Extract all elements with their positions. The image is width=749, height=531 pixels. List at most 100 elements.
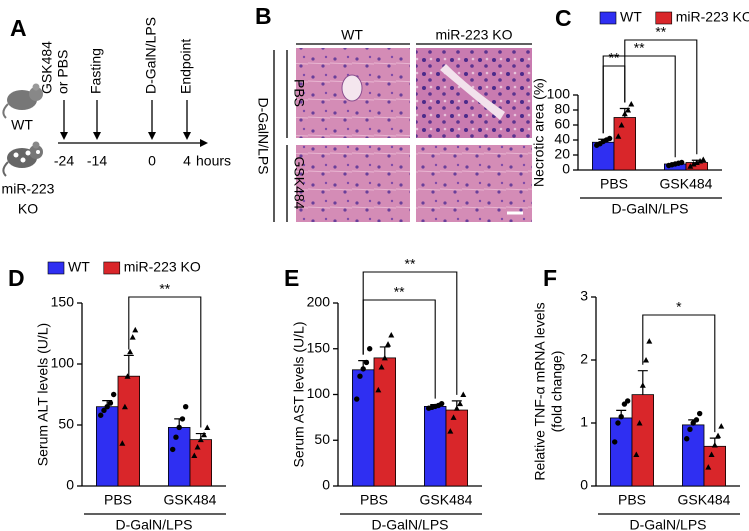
legend-swatch [655,11,673,25]
data-point [354,396,360,402]
bar [189,439,213,487]
arrow-head [183,132,191,140]
mouse-ko-icon [2,141,43,177]
data-point [693,417,700,423]
y-tick-label: 200 [307,294,331,310]
legend-swatch [47,261,65,275]
significance-bracket [128,296,202,428]
panel-letter: A [10,15,27,41]
arrow-head [93,132,101,140]
data-point [121,403,128,410]
group-label: D-GalN/LPS [255,97,271,174]
data-point [176,424,182,431]
legend-label: miR-223 KO [124,259,201,275]
bar [117,375,141,487]
significance-label: ** [159,281,170,297]
arrow-head [200,139,208,147]
significance-label: * [676,299,682,315]
data-point [182,404,189,410]
strain-label: WT [11,117,33,133]
y-tick-label: 0 [66,477,74,493]
significance-label: ** [394,284,405,300]
data-point [684,436,690,442]
data-point [718,423,725,429]
significance-label: ** [609,50,620,66]
y-tick-label: 150 [51,294,75,310]
data-point [633,451,640,457]
y-axis-label: Serum AST levels (U/L) [291,321,307,467]
data-point [378,364,385,370]
data-point [708,451,715,457]
y-tick-label: 80 [554,101,570,117]
error-bar [123,354,134,377]
data-point [110,391,117,398]
data-point [357,373,363,379]
y-axis-label: Necrotic area (%) [531,78,547,187]
x-tick-label: GSK484 [164,492,217,508]
data-point [197,436,204,443]
data-point [715,432,722,439]
x-tick-label: PBS [600,176,628,192]
data-point [693,159,700,165]
bar [96,406,119,487]
y-tick-label: 40 [554,131,570,147]
data-point [690,161,697,167]
data-point [618,122,625,128]
arrow-head [60,132,68,140]
data-point [711,442,718,448]
data-point [173,434,179,440]
significance-label: ** [655,24,666,40]
mouse-wt-icon [2,83,43,119]
data-point [170,446,176,453]
significance-bracket [642,314,716,433]
data-point [624,398,631,404]
data-point [388,332,395,338]
data-point [179,416,186,422]
legend-label: WT [620,9,642,25]
event-label: D-GalN/LPS [143,17,159,94]
data-point [636,420,643,426]
x-tick-label: GSK484 [420,492,473,508]
data-point [381,354,388,361]
timepoint-label: -14 [87,153,107,169]
vessel [341,74,363,102]
y-tick-label: 0 [322,477,330,493]
event-label: GSK484 [39,41,55,94]
legend-label: WT [68,259,90,275]
data-point [606,135,613,142]
data-point [107,400,114,406]
data-point [366,346,373,352]
data-point [132,326,139,333]
data-point [697,158,704,164]
data-point [194,443,201,450]
bar [631,394,655,487]
data-point [363,359,370,366]
y-tick-label: 3 [580,288,588,304]
data-point [360,366,366,372]
data-point [696,410,703,417]
data-point [646,338,653,344]
data-point [129,334,136,340]
row-label: GSK484 [291,157,307,210]
panel-a: A [2,15,200,177]
x-tick-label: PBS [104,492,132,508]
y-tick-label: 1 [580,414,588,430]
y-tick-label: 50 [58,416,74,432]
arrow-head [148,132,156,140]
group-label: D-GalN/LPS [371,517,448,531]
panel-letter: E [284,265,299,291]
timepoint-label: -24 [54,153,74,169]
event-label: Endpoint [178,39,194,94]
group-label: D-GalN/LPS [115,517,192,531]
bar [167,427,191,487]
y-tick-label: 0 [562,161,570,177]
strain-label: miR-223 [2,181,55,197]
y-tick-label: 2 [580,351,588,367]
x-tick-label: PBS [360,492,388,508]
significance-bracket [624,39,698,155]
legend-swatch [103,261,121,275]
bar [445,409,469,487]
panel-letter: B [255,3,272,29]
data-point [687,163,694,169]
data-point [447,428,454,434]
